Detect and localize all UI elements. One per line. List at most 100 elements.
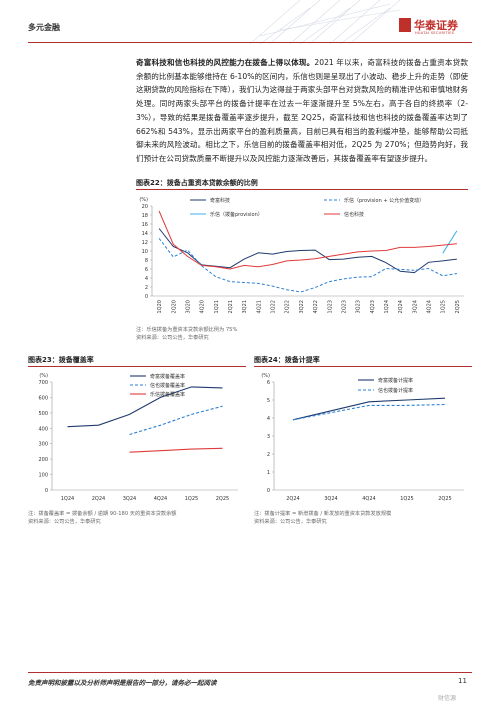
x-tick-label: 2Q20	[171, 300, 177, 313]
x-tick-label: 2Q25	[455, 300, 461, 313]
section-title: 多元金融	[28, 23, 60, 32]
x-tick-label: 2Q24	[398, 300, 404, 313]
legend-label: 乐信拨备覆盖率	[150, 391, 185, 398]
y-tick-label: 14	[142, 231, 148, 237]
y-axis-label: (%)	[39, 373, 48, 379]
x-tick-label: 3Q24	[123, 496, 136, 502]
fig24-title: 图表24：拨备计提率	[254, 356, 320, 364]
footer-disclaimer: 免责声明和披露以及分析师声明是报告的一部分，请务必一起阅读	[28, 679, 217, 687]
y-tick-label: 4	[145, 276, 148, 282]
x-tick-label: 4Q24	[154, 496, 167, 502]
legend-label: 奇富拨备覆盖率	[150, 373, 185, 380]
legend-label: 奇富科技	[210, 197, 230, 204]
paragraph-body: 2021 年以来，奇富科技的拨备占重资本贷款余额的比例基本能够维持在 6-10%…	[136, 58, 468, 163]
y-tick-label: 4	[267, 416, 270, 422]
x-tick-label: 1Q24	[61, 496, 74, 502]
y-tick-label: 5	[267, 398, 270, 404]
y-tick-label: 0	[145, 294, 148, 300]
x-tick-label: 2Q24	[286, 496, 299, 502]
body-paragraph: 奇富科技和信也科技的风控能力在拨备上得以体现。2021 年以来，奇富科技的拨备占…	[136, 56, 468, 166]
header-decoration	[249, 0, 400, 44]
y-tick-label: 300	[38, 442, 48, 448]
x-tick-label: 4Q24	[427, 300, 433, 313]
y-tick-label: 8	[145, 258, 148, 264]
y-tick-label: 12	[142, 240, 148, 246]
watermark: 财信源	[438, 695, 457, 702]
y-tick-label: 0	[45, 488, 48, 494]
series-line-1	[129, 405, 223, 436]
fig23-chart: 0 100 200 300 400 500 600 700(%) 1Q24 2Q24 3Q24 4Q2…	[38, 373, 238, 502]
series-line-3	[158, 210, 457, 270]
header-divider	[28, 42, 472, 43]
x-tick-label: 1Q21	[214, 300, 220, 313]
y-axis-label: (%)	[139, 197, 148, 203]
x-tick-label: 3Q21	[242, 300, 248, 313]
paragraph-lead: 奇富科技和信也科技的风控能力在拨备上得以体现。	[136, 58, 315, 67]
x-tick-label: 2Q25	[216, 496, 229, 502]
y-tick-label: 6	[267, 380, 270, 386]
series-line-2	[442, 230, 458, 254]
y-tick-label: 400	[38, 426, 48, 432]
legend-label: 信也拨备计提率	[378, 387, 413, 394]
brand-logo-icon	[399, 18, 411, 32]
fig23-divider	[28, 366, 246, 367]
fig23-title: 图表23：拨备覆盖率	[28, 356, 94, 364]
x-tick-label: 1Q24	[384, 300, 390, 313]
fig22-divider	[136, 189, 468, 190]
brand-name-en: HUATAI SECURITIES	[415, 31, 455, 35]
y-tick-label: 200	[38, 457, 48, 463]
x-tick-label: 4Q23	[370, 300, 376, 313]
x-tick-label: 1Q25	[400, 496, 413, 502]
x-tick-label: 1Q20	[157, 300, 163, 313]
x-tick-label: 1Q22	[271, 300, 277, 313]
fig24-chart: 0 1 2 3 4 5 6(%) 2Q24 3Q24 4Q24 1Q25 2Q25 奇富拨备计提率信也拨…	[261, 373, 464, 502]
x-tick-label: 2Q24	[92, 496, 105, 502]
series-line-0	[67, 386, 223, 428]
x-tick-label: 2Q23	[341, 300, 347, 313]
x-tick-label: 3Q24	[412, 300, 418, 313]
x-tick-label: 3Q22	[299, 300, 305, 313]
y-tick-label: 18	[142, 213, 148, 219]
fig22-source: 资料来源：公司公告，华泰研究	[136, 335, 209, 341]
y-tick-label: 1	[267, 470, 270, 476]
y-tick-label: 3	[267, 434, 270, 440]
x-tick-label: 4Q24	[362, 496, 375, 502]
legend-label: 信也拨备覆盖率	[150, 382, 185, 389]
page-number: 11	[458, 677, 467, 685]
series-line-1	[292, 403, 446, 421]
fig22-title: 图表22：拨备占重资本贷款余额的比例	[136, 179, 258, 187]
series-line-1	[158, 238, 457, 293]
legend-label: 乐信（拨备provision）	[210, 211, 263, 218]
fig24-source: 资料来源：公司公告，华泰研究	[254, 519, 327, 525]
x-tick-label: 4Q22	[313, 300, 319, 313]
fig22-chart: 0 2 4 6 8 10 12 14 16 18 20(%) 1Q20 2Q20 3Q20 4Q20 1Q21…	[139, 197, 464, 313]
x-tick-label: 2Q25	[438, 496, 451, 502]
series-line-0	[292, 397, 446, 421]
x-tick-label: 1Q25	[185, 496, 198, 502]
y-axis-label: (%)	[261, 373, 270, 379]
series-line-2	[129, 447, 223, 453]
x-tick-label: 2Q22	[285, 300, 291, 313]
x-tick-label: 3Q23	[356, 300, 362, 313]
fig24-divider	[254, 366, 472, 367]
x-tick-label: 3Q24	[324, 496, 337, 502]
y-tick-label: 20	[142, 204, 148, 210]
x-tick-label: 1Q23	[327, 300, 333, 313]
x-tick-label: 4Q20	[200, 300, 206, 313]
fig23-note: 注：拨备覆盖率 = 拨备余额 / 逾期 90-180 天的重资本贷款余额	[28, 511, 177, 517]
x-tick-label: 4Q21	[256, 300, 262, 313]
legend-label: 乐信（provision + 公允价值变动）	[344, 197, 424, 204]
x-tick-label: 3Q20	[185, 300, 191, 313]
y-tick-label: 100	[38, 473, 48, 479]
fig23-source: 资料来源：公司公告，华泰研究	[28, 519, 101, 525]
y-tick-label: 2	[267, 452, 270, 458]
y-tick-label: 10	[142, 249, 148, 255]
x-tick-label: 1Q25	[441, 300, 447, 313]
y-tick-label: 6	[145, 267, 148, 273]
fig24-note: 注：拨备计提率 = 新增拨备 / 新发放的重资本贷款发放规模	[254, 511, 392, 517]
y-tick-label: 600	[38, 395, 48, 401]
y-tick-label: 700	[38, 380, 48, 386]
legend-label: 奇富拨备计提率	[378, 377, 413, 384]
x-tick-label: 2Q21	[228, 300, 234, 313]
brand-name-cn: 华泰证券	[414, 19, 458, 32]
